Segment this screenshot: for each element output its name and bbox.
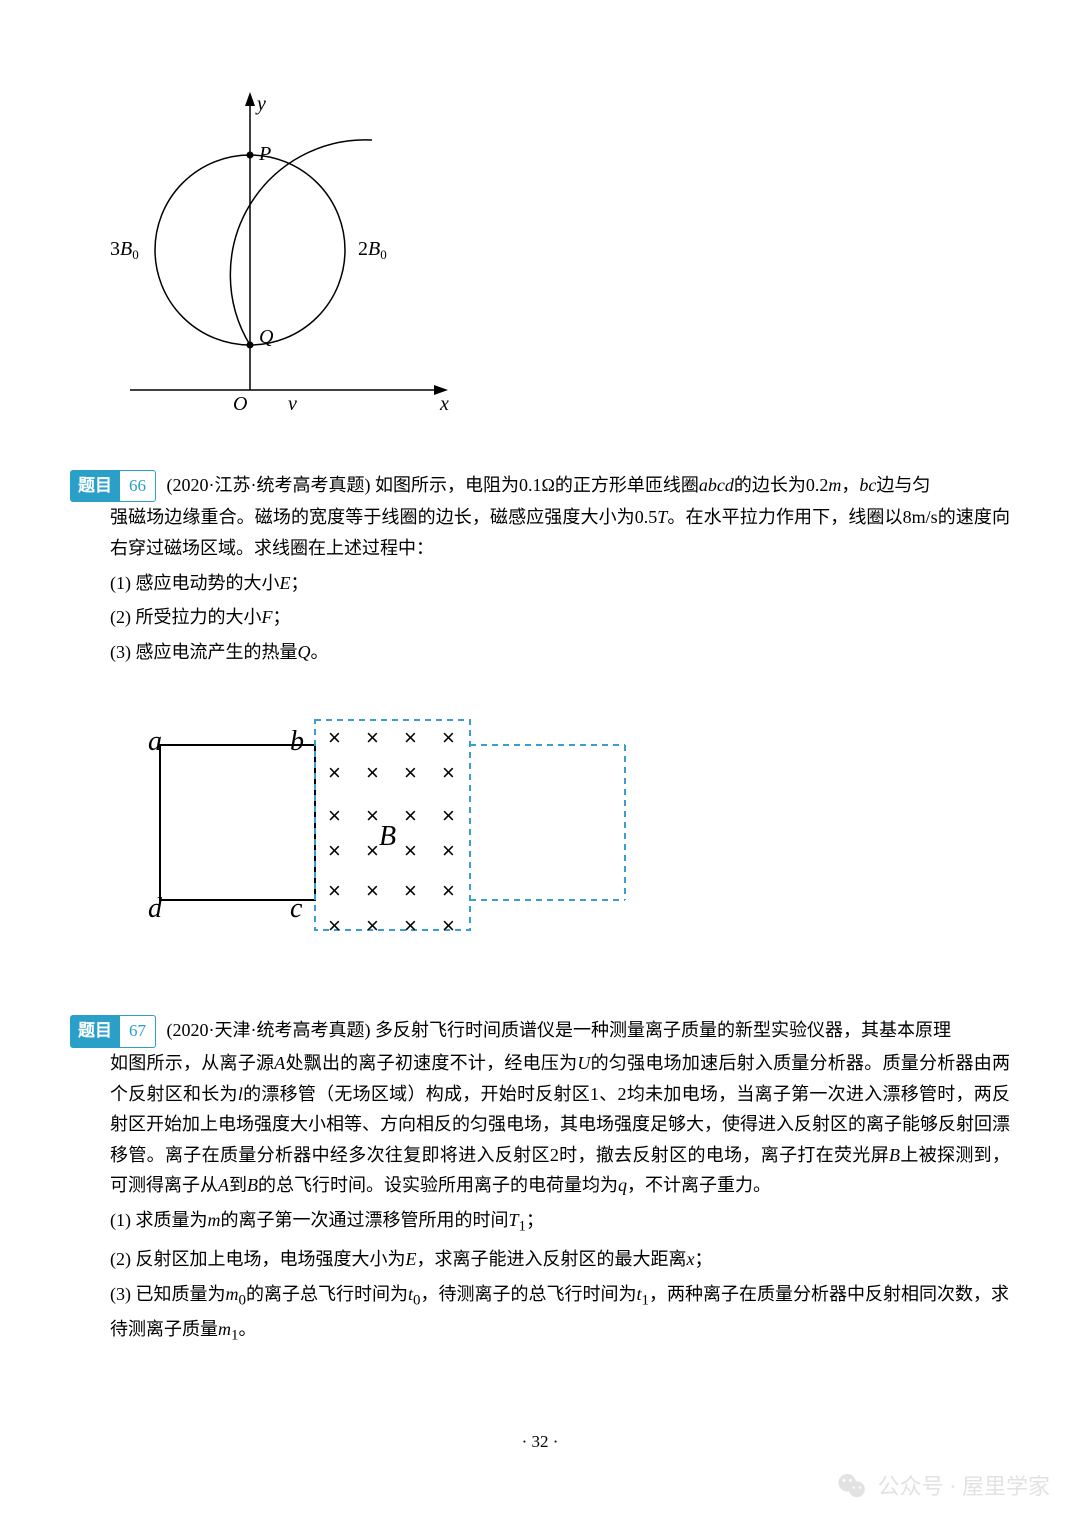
- problem-67-number: 67: [120, 1015, 156, 1048]
- figure-2: × × × × × × × × × × × × × × × × × × × × × × × × a b d c B: [130, 695, 1010, 985]
- problem-67-q2: (2) 反射区加上电场，电场强度大小为E，求离子能进入反射区的最大距离x；: [70, 1244, 1010, 1275]
- svg-text:×: ×: [328, 913, 341, 938]
- svg-text:×: ×: [366, 725, 379, 750]
- svg-text:×: ×: [328, 760, 341, 785]
- label-v: v: [288, 393, 297, 415]
- problem-66-q1: (1) 感应电动势的大小E；: [70, 568, 1010, 599]
- svg-text:×: ×: [328, 725, 341, 750]
- label-c: c: [290, 893, 303, 924]
- label-x: x: [439, 393, 449, 415]
- watermark-text: 公众号 · 屋里学家: [878, 1468, 1050, 1505]
- problem-67: 题目 67 (2020·天津·统考高考真题) 多反射飞行时间质谱仪是一种测量离子…: [70, 1015, 1010, 1349]
- svg-text:×: ×: [442, 803, 455, 828]
- problem-66-q3: (3) 感应电流产生的热量Q。: [70, 637, 1010, 668]
- problem-67-source: (2020·天津·统考高考真题): [167, 1020, 371, 1040]
- svg-text:×: ×: [442, 878, 455, 903]
- label-P: P: [258, 143, 271, 165]
- problem-66: 题目 66 (2020·江苏·统考高考真题) 如图所示，电阻为0.1Ω的正方形单…: [70, 470, 1010, 668]
- svg-text:×: ×: [442, 838, 455, 863]
- watermark: 公众号 · 屋里学家: [836, 1468, 1050, 1505]
- problem-67-q3: (3) 已知质量为m0的离子总飞行时间为t0，待测离子的总飞行时间为t1，两种离…: [70, 1279, 1010, 1349]
- svg-text:×: ×: [404, 838, 417, 863]
- svg-text:×: ×: [404, 760, 417, 785]
- problem-67-intro: 题目 67 (2020·天津·统考高考真题) 多反射飞行时间质谱仪是一种测量离子…: [70, 1015, 1010, 1048]
- svg-text:×: ×: [366, 913, 379, 938]
- svg-text:×: ×: [328, 803, 341, 828]
- figure-1: y x O P Q v 3B0 2B0: [100, 80, 1010, 440]
- problem-66-text: 如图所示，电阻为0.1Ω的正方形单匝线圈abcd的边长为0.2m，bc边与匀: [375, 475, 930, 495]
- label-2B0: 2B0: [358, 238, 387, 262]
- wechat-icon: [836, 1470, 868, 1502]
- label-a: a: [148, 726, 162, 757]
- problem-66-number: 66: [120, 470, 156, 503]
- problem-66-label: 题目: [70, 470, 120, 503]
- label-b: b: [290, 726, 304, 757]
- problem-67-q1: (1) 求质量为m的离子第一次通过漂移管所用的时间T1；: [70, 1205, 1010, 1240]
- problem-67-label: 题目: [70, 1015, 120, 1048]
- label-B: B: [379, 821, 396, 852]
- svg-text:×: ×: [404, 913, 417, 938]
- label-3B0: 3B0: [110, 238, 139, 262]
- svg-text:×: ×: [442, 725, 455, 750]
- svg-text:×: ×: [404, 803, 417, 828]
- svg-text:×: ×: [328, 838, 341, 863]
- svg-text:×: ×: [366, 878, 379, 903]
- label-Q: Q: [259, 326, 274, 348]
- figure-2-svg: × × × × × × × × × × × × × × × × × × × × × × × × a b d c B: [130, 695, 630, 975]
- label-d: d: [148, 893, 163, 924]
- svg-text:×: ×: [366, 803, 379, 828]
- problem-66-source: (2020·江苏·统考高考真题): [167, 475, 371, 495]
- problem-66-intro: 题目 66 (2020·江苏·统考高考真题) 如图所示，电阻为0.1Ω的正方形单…: [70, 470, 1010, 503]
- problem-67-text: 多反射飞行时间质谱仪是一种测量离子质量的新型实验仪器，其基本原理: [375, 1020, 951, 1040]
- svg-text:×: ×: [328, 878, 341, 903]
- svg-text:×: ×: [442, 760, 455, 785]
- problem-67-body: 如图所示，从离子源A处飘出的离子初速度不计，经电压为U的匀强电场加速后射入质量分…: [70, 1048, 1010, 1201]
- problem-67-header: 题目 67: [70, 1015, 156, 1048]
- svg-text:×: ×: [366, 838, 379, 863]
- problem-66-body: 强磁场边缘重合。磁场的宽度等于线圈的边长，磁感应强度大小为0.5T。在水平拉力作…: [70, 502, 1010, 563]
- svg-text:×: ×: [366, 760, 379, 785]
- svg-text:×: ×: [404, 725, 417, 750]
- problem-66-q2: (2) 所受拉力的大小F；: [70, 602, 1010, 633]
- svg-text:×: ×: [404, 878, 417, 903]
- problem-66-header: 题目 66: [70, 470, 156, 503]
- figure-1-svg: y x O P Q v 3B0 2B0: [100, 80, 480, 430]
- label-y: y: [255, 93, 266, 115]
- label-O: O: [233, 393, 247, 415]
- page-number: · 32 ·: [0, 1428, 1080, 1457]
- svg-text:×: ×: [442, 913, 455, 938]
